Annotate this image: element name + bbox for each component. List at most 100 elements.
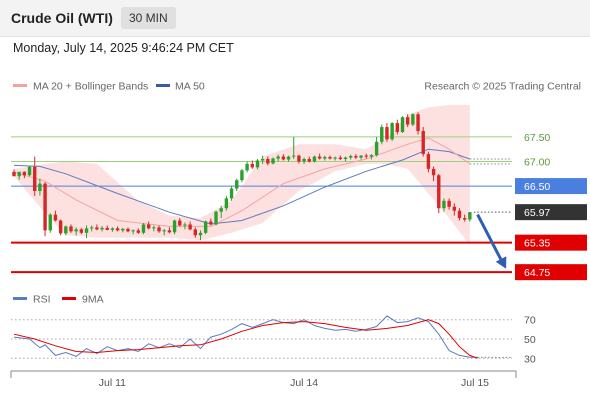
rsi-ma-legend-swatch: [62, 297, 76, 300]
candle-body: [343, 157, 348, 160]
candle-body: [22, 171, 27, 176]
candle-body: [162, 230, 166, 232]
rsi-ma-legend-label: 9MA: [82, 294, 104, 306]
chart-datetime: Monday, July 14, 2025 9:46:24 PM CET: [13, 41, 234, 55]
forecast-arrow-head: [495, 256, 507, 269]
candle-body: [48, 214, 52, 231]
candle-body: [229, 188, 234, 199]
candle-body: [328, 157, 332, 159]
candle-body: [390, 123, 394, 140]
candle-body: [183, 224, 187, 226]
candle-body: [255, 160, 260, 168]
level-lines-layer: [11, 136, 512, 274]
level-tag-65.35: [515, 234, 587, 251]
candle-body: [374, 141, 379, 156]
candle-body: [79, 229, 84, 233]
candle-body: [333, 157, 337, 159]
candle-body: [452, 206, 456, 211]
candle-body: [126, 228, 130, 232]
candle-body: [84, 228, 89, 233]
candle-body: [121, 228, 125, 231]
candle-body: [457, 210, 462, 219]
forecast-arrow-shaft: [476, 213, 505, 265]
instrument-title: Crude Oil (WTI): [11, 10, 113, 26]
candle-body: [411, 114, 415, 125]
candle-body: [426, 154, 431, 169]
candle-body: [349, 156, 353, 158]
bollinger-band: [14, 104, 470, 246]
level-tag-66.50: [515, 178, 587, 195]
x-tick-label: Jul 14: [290, 377, 318, 389]
candle-body: [38, 183, 42, 191]
candle-body: [245, 163, 249, 171]
candle-body: [141, 224, 146, 233]
candle-body: [437, 175, 441, 209]
candle-body: [64, 226, 68, 234]
candle-body: [271, 158, 275, 164]
candle-body: [260, 159, 265, 161]
candle-body: [95, 227, 99, 230]
rsi-tick-label: 50: [524, 334, 536, 346]
candle-body: [369, 155, 374, 157]
candle-body: [400, 117, 405, 132]
candle-body: [193, 229, 197, 236]
candle-body: [354, 156, 358, 158]
candle-body: [115, 228, 120, 231]
rsi-tick-label: 30: [524, 353, 536, 365]
candle-body: [157, 227, 161, 232]
rsi-legend: RSI 9MA: [13, 294, 104, 306]
candle-body: [131, 230, 135, 232]
candle-body: [43, 183, 47, 231]
ma20-line: [13, 137, 471, 227]
candle-body: [421, 130, 425, 155]
credit-label: Research © 2025 Trading Central: [424, 81, 581, 93]
timeframe-badge[interactable]: 30 MIN: [121, 7, 176, 29]
candle-body: [172, 220, 177, 233]
level-tag-text-65.35: 65.35: [524, 238, 550, 250]
rsi-ma-line: [13, 319, 478, 359]
candle-body: [462, 218, 467, 220]
candle-body: [69, 226, 73, 232]
candle-body: [323, 157, 327, 159]
candle-body: [74, 229, 78, 232]
level-tag-text-65.97: 65.97: [524, 207, 550, 219]
main-legend: MA 20 + Bollinger Bands MA 50 Research ©…: [13, 81, 581, 93]
candle-body: [405, 117, 410, 125]
candle-body: [188, 224, 192, 230]
candle-body: [292, 155, 296, 157]
chart-header: Crude Oil (WTI) 30 MIN: [0, 0, 590, 37]
candle-body: [100, 227, 104, 230]
candle-body: [447, 200, 451, 207]
candle-body: [33, 166, 37, 191]
candle-body: [317, 156, 322, 159]
candle-body: [416, 114, 420, 131]
bollinger-band-layer: [14, 104, 470, 246]
level-tag-65.97: [515, 204, 587, 221]
ma20-legend-swatch: [13, 84, 27, 87]
candle-body: [302, 159, 306, 162]
rsi-panel: 30 50 70: [11, 315, 536, 365]
rsi-line: [13, 315, 478, 358]
x-tick-label: Jul 15: [461, 377, 489, 389]
candle-body: [266, 159, 270, 164]
candle-body: [146, 224, 151, 229]
candle-body: [385, 127, 389, 140]
level-tag-text-64.75: 64.75: [524, 267, 550, 279]
candle-body: [250, 163, 254, 168]
candle-body: [297, 155, 301, 162]
level-tag-text-66.50: 66.50: [524, 181, 550, 193]
candle-body: [58, 220, 63, 234]
ma20-legend-label: MA 20 + Bollinger Bands: [33, 81, 148, 93]
ma50-legend-swatch: [156, 84, 170, 87]
level-label-67.00: 67.00: [524, 156, 550, 168]
candles-layer: [12, 112, 472, 241]
forecast-arrow-layer: [476, 213, 507, 269]
candle-body: [110, 228, 115, 230]
candle-body: [12, 171, 16, 177]
candle-body: [178, 220, 182, 226]
x-tick-label: Jul 11: [99, 377, 126, 389]
candle-body: [276, 156, 280, 159]
candle-body: [281, 156, 286, 160]
ma50-legend-label: MA 50: [175, 81, 205, 93]
